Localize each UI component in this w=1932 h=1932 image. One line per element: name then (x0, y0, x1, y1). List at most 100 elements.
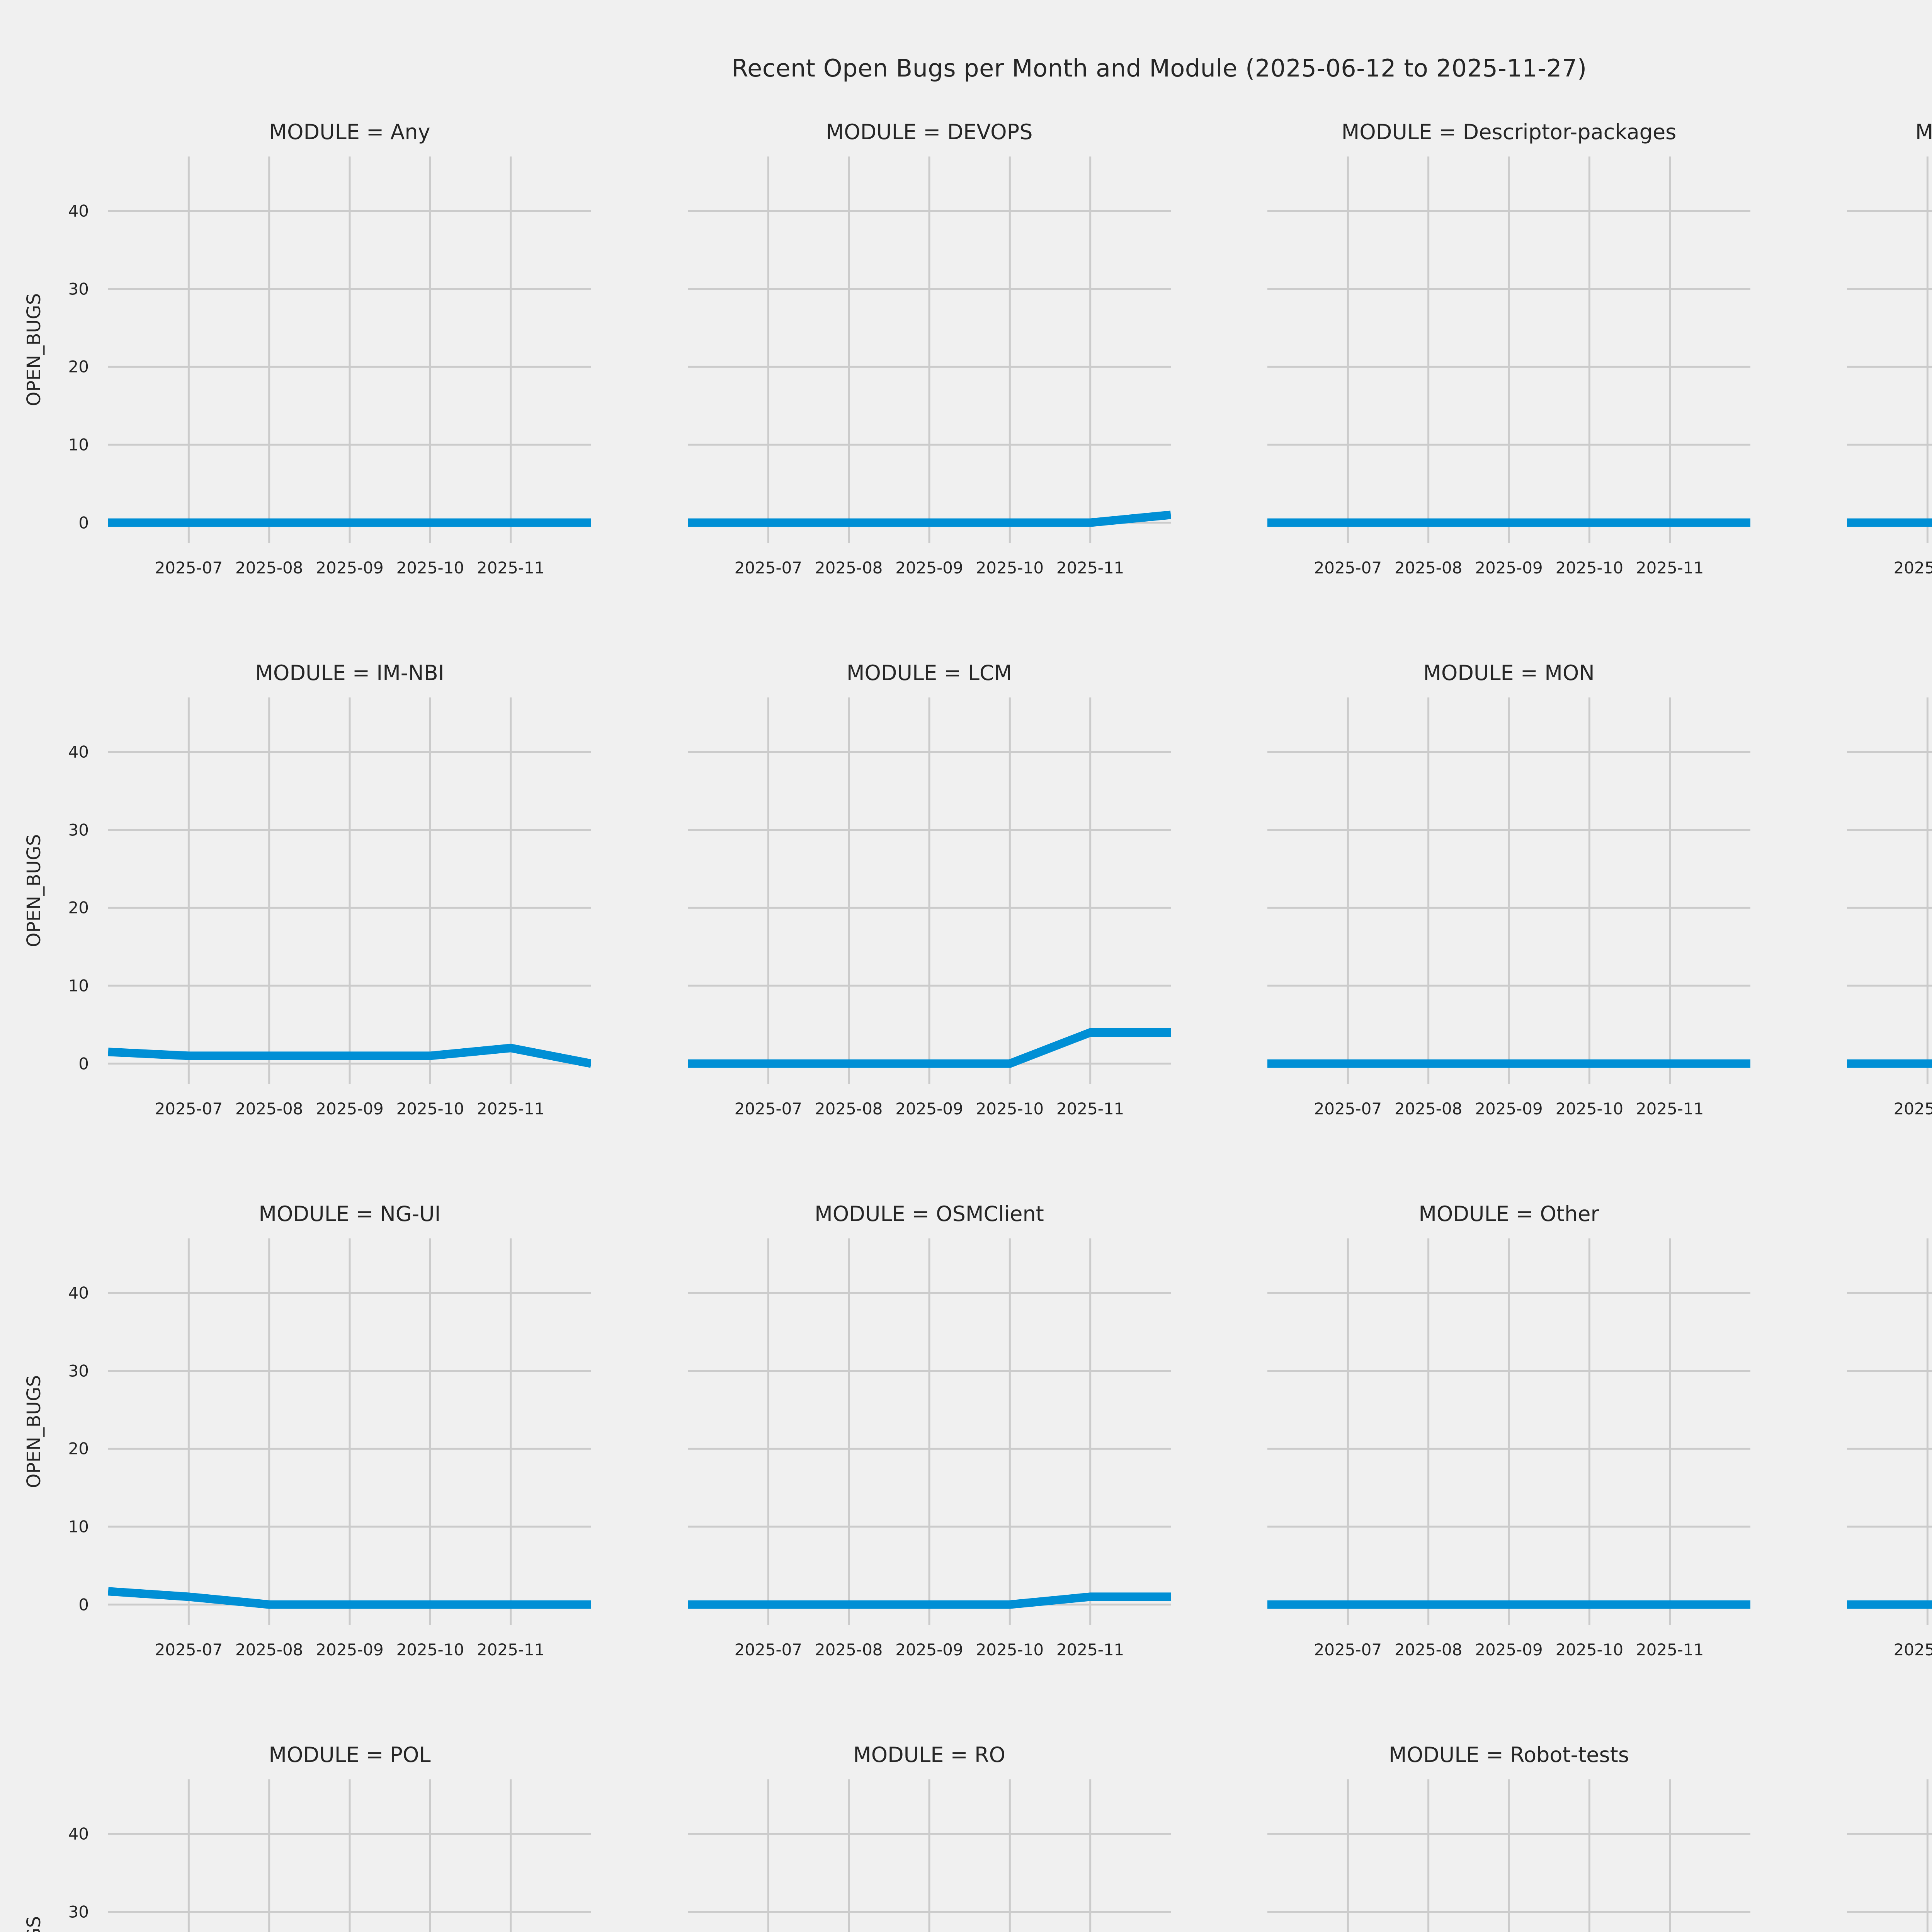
facet-im-nbi: MODULE = IM-NBI 0 10 20 30 40 OPEN_BUGS 2025-07… (0, 661, 591, 1202)
y-tick-label: 30 (68, 820, 89, 840)
plot-area (108, 156, 591, 543)
x-tick-label: 2025-07 (734, 558, 803, 577)
x-tick-label: 2025-07 (155, 1640, 223, 1659)
y-tick-label: 0 (78, 1595, 89, 1614)
x-tick-label: 2025-08 (235, 558, 303, 577)
x-tick-label: 2025-09 (316, 1640, 384, 1659)
plot-area (688, 697, 1171, 1084)
plot-area (1267, 1779, 1750, 1932)
x-tick-label: 2025-07 (1314, 1640, 1382, 1659)
plot-area (108, 697, 591, 1084)
facet-title: MODULE = POL (269, 1743, 431, 1767)
x-tick-label: 2025-07 (1314, 558, 1382, 577)
x-tick-label: 2025-08 (815, 558, 883, 577)
x-tick-label: 2025-08 (1394, 558, 1463, 577)
x-tick-label: 2025-07 (1893, 1099, 1932, 1118)
facet-title: MODULE = Any (269, 120, 430, 144)
facet-descriptor-packages: MODULE = Descriptor-packages 2025-07 2025-… (1159, 120, 1750, 661)
facet-osmclient: MODULE = OSMClient 2025-07 2025-08 2025-09 2… (580, 1202, 1171, 1743)
facet-n2vc: MODULE = N2VC2025-072025-082025-092025-1… (1739, 661, 1932, 1202)
x-tick-label: 2025-09 (1475, 1640, 1543, 1659)
x-tick-label: 2025-07 (155, 558, 223, 577)
x-tick-label: 2025-10 (1555, 558, 1624, 577)
y-tick-label: 10 (68, 976, 89, 995)
x-tick-label: 2025-08 (815, 1640, 883, 1659)
plot-area (1847, 156, 1932, 543)
x-tick-label: 2025-07 (734, 1640, 803, 1659)
series-line (688, 1028, 1171, 1068)
facet-title: MODULE = IM-NBI (255, 661, 444, 685)
facet-title: MODULE = RO (853, 1743, 1005, 1767)
y-tick-label: 20 (68, 357, 89, 376)
x-tick-label: 2025-10 (396, 1099, 464, 1118)
x-tick-label: 2025-07 (1893, 558, 1932, 577)
facet-title: MODULE = Documentation / Wiki (1915, 120, 1932, 144)
facet-title: MODULE = MON (1423, 661, 1595, 685)
facet-pla: MODULE = PLA2025-072025-082025-092025-10… (1739, 1202, 1932, 1743)
y-axis-label: OPEN_BUGS (23, 1375, 45, 1488)
facet-robot-tests: MODULE = Robot-tests2025-072025-082025-0… (1159, 1743, 1750, 1932)
x-tick-label: 2025-09 (316, 1099, 384, 1118)
y-tick-label: 20 (68, 898, 89, 917)
x-tick-label: 2025-10 (1555, 1640, 1624, 1659)
x-tick-label: 2025-09 (895, 558, 963, 577)
facet-ro: MODULE = RO2025-072025-082025-092025-102… (580, 1743, 1171, 1932)
x-tick-label: 2025-11 (1056, 1099, 1124, 1118)
x-tick-label: 2025-10 (396, 558, 464, 577)
x-tick-label: 2025-07 (1893, 1640, 1932, 1659)
x-tick-label: 2025-10 (1555, 1099, 1624, 1118)
series-line (108, 1587, 591, 1609)
facet-title: MODULE = N2VC (1847, 661, 1932, 685)
facet-title: MODULE = OSMClient (815, 1202, 1044, 1226)
x-tick-label: 2025-08 (235, 1099, 303, 1118)
plot-area (688, 1779, 1171, 1932)
x-tick-label: 2025-08 (815, 1099, 883, 1118)
x-tick-label: 2025-10 (976, 558, 1044, 577)
x-tick-label: 2025-11 (1056, 558, 1124, 577)
facet-title: MODULE = Other (1418, 1202, 1599, 1226)
facet-title: MODULE = Robot-tests (1389, 1743, 1629, 1767)
x-tick-label: 2025-11 (1056, 1640, 1124, 1659)
figure-title: Recent Open Bugs per Month and Module (2… (731, 54, 1587, 82)
x-tick-label: 2025-07 (734, 1099, 803, 1118)
x-tick-label: 2025-08 (1394, 1640, 1463, 1659)
y-tick-label: 10 (68, 435, 89, 454)
y-tick-label: 30 (68, 1361, 89, 1381)
series-line (688, 510, 1171, 527)
y-axis-label: OPEN_BUGS (23, 1916, 45, 1932)
facet-title: MODULE = NG-UI (259, 1202, 441, 1226)
plot-area (108, 1238, 591, 1625)
facet-lcm: MODULE = LCM 2025-07 2025-08 2025-09 2025-10… (580, 661, 1171, 1202)
y-tick-label: 40 (68, 1824, 89, 1844)
y-tick-label: 30 (68, 279, 89, 299)
y-tick-label: 20 (68, 1439, 89, 1458)
x-tick-label: 2025-11 (476, 1099, 545, 1118)
x-tick-label: 2025-11 (1636, 558, 1704, 577)
facet-title: MODULE = LCM (846, 661, 1012, 685)
facet-devops: MODULE = DEVOPS 2025-07 2025-08 2025-09 2025… (580, 120, 1171, 661)
plot-area (1267, 697, 1750, 1084)
plot-area (1267, 1238, 1750, 1625)
facet-mon: MODULE = MON 2025-07 2025-08 2025-09 2025-10… (1159, 661, 1750, 1202)
plot-area (688, 1238, 1171, 1625)
series-line (108, 1044, 591, 1068)
y-tick-label: 10 (68, 1517, 89, 1536)
plot-area (1847, 1779, 1932, 1932)
y-tick-label: 0 (78, 1054, 89, 1073)
x-tick-label: 2025-09 (316, 558, 384, 577)
x-tick-label: 2025-11 (1636, 1640, 1704, 1659)
y-tick-label: 0 (78, 513, 89, 532)
facet-title: MODULE = DEVOPS (826, 120, 1033, 144)
facet-any: MODULE = Any 0 10 20 30 40 OPEN_BUGS 2025-07 202… (0, 120, 591, 661)
y-tick-label: 40 (68, 742, 89, 762)
x-tick-label: 2025-09 (895, 1099, 963, 1118)
x-tick-label: 2025-11 (476, 558, 545, 577)
x-tick-label: 2025-10 (976, 1099, 1044, 1118)
y-axis-label: OPEN_BUGS (23, 834, 45, 947)
x-tick-label: 2025-10 (976, 1640, 1044, 1659)
y-tick-label: 40 (68, 201, 89, 221)
x-tick-label: 2025-08 (235, 1640, 303, 1659)
series-line (688, 1592, 1171, 1609)
x-tick-label: 2025-11 (1636, 1099, 1704, 1118)
